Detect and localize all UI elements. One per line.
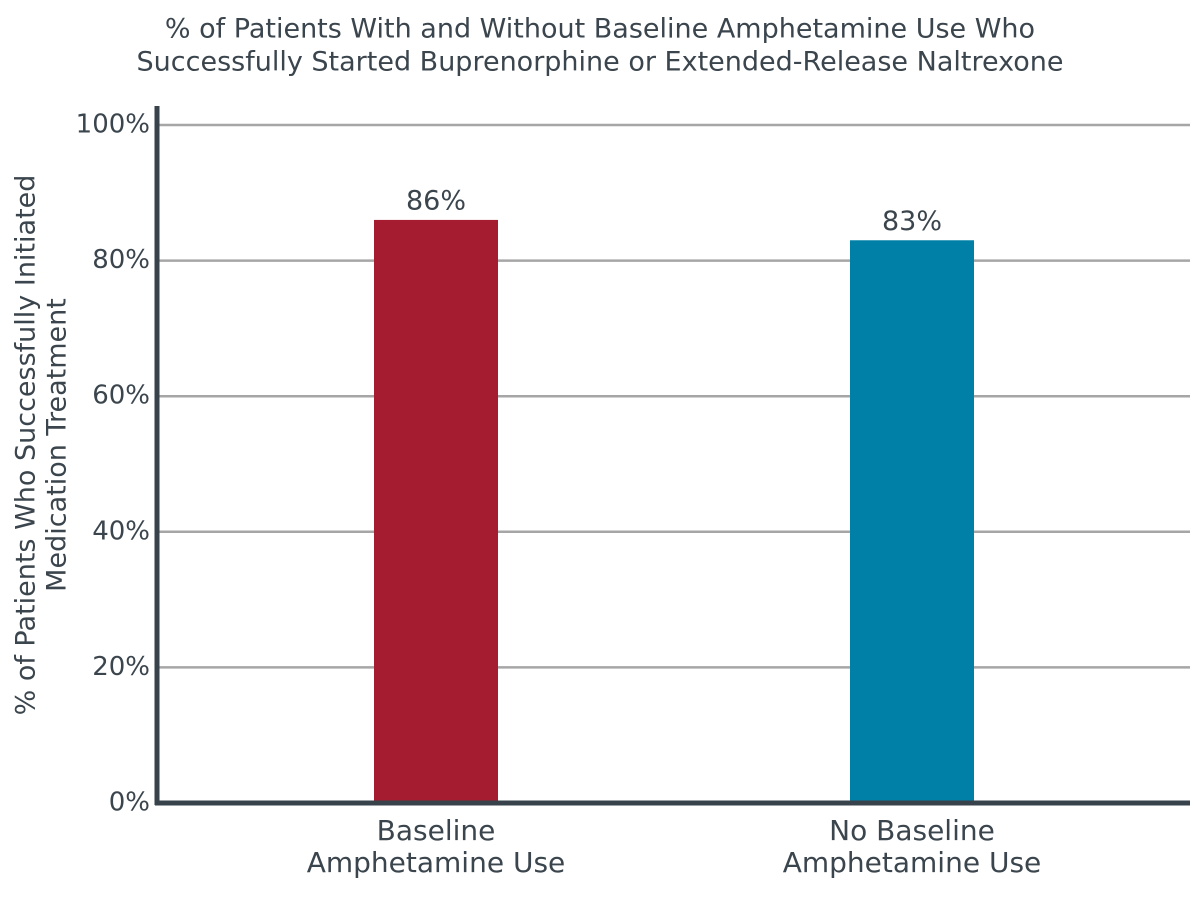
bar — [374, 219, 498, 804]
bar — [850, 240, 974, 803]
value-label: 86% — [406, 185, 466, 216]
x-tick-label: Baseline — [377, 814, 496, 847]
y-axis-label: % of Patients Who Successfully Initiated… — [11, 175, 73, 716]
y-tick-label: 0% — [109, 788, 150, 818]
y-tick-label: 60% — [92, 381, 150, 411]
y-axis-label-line: % of Patients Who Successfully Initiated — [11, 175, 42, 716]
x-tick-label: No Baseline — [829, 814, 995, 847]
x-tick-label: Amphetamine Use — [307, 846, 566, 879]
y-tick-label: 80% — [92, 245, 150, 275]
chart-title: Successfully Started Buprenorphine or Ex… — [137, 47, 1064, 78]
y-axis-label-line: Medication Treatment — [42, 298, 73, 592]
y-tick-label: 100% — [76, 110, 150, 140]
y-tick-label: 20% — [92, 652, 150, 682]
value-label: 83% — [882, 206, 942, 237]
y-tick-label: 40% — [92, 516, 150, 546]
chart-title: % of Patients With and Without Baseline … — [165, 14, 1035, 45]
x-tick-label: Amphetamine Use — [783, 846, 1042, 879]
